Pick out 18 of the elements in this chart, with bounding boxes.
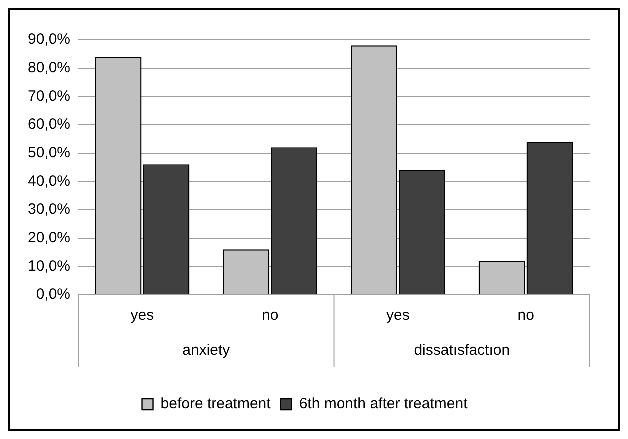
y-tick-label: 90,0% (28, 31, 71, 48)
text: anxiety (182, 342, 231, 360)
y-tick-label: 50,0% (28, 144, 71, 162)
y-tick-label: 70,0% (28, 88, 71, 105)
y-tick-label: 40,0% (28, 172, 71, 190)
x-tick-label: yes (386, 307, 410, 324)
y-tick-label: 10,0% (28, 258, 71, 275)
legend-label: before treatment (160, 396, 272, 413)
x-tick-label: no (262, 307, 279, 324)
y-tick-label: 20,0% (28, 229, 71, 246)
x-tick-label: no (518, 307, 534, 324)
text: dissatısfactıon (414, 342, 510, 360)
x-tick-label: yes (130, 307, 154, 324)
y-tick-label: 60,0% (28, 116, 71, 134)
y-tick-label: 0,0% (36, 286, 71, 304)
y-tick-label: 80,0% (28, 59, 71, 76)
y-tick-label: 30,0% (28, 201, 71, 218)
legend-label: 6th month after treatment (299, 396, 469, 413)
